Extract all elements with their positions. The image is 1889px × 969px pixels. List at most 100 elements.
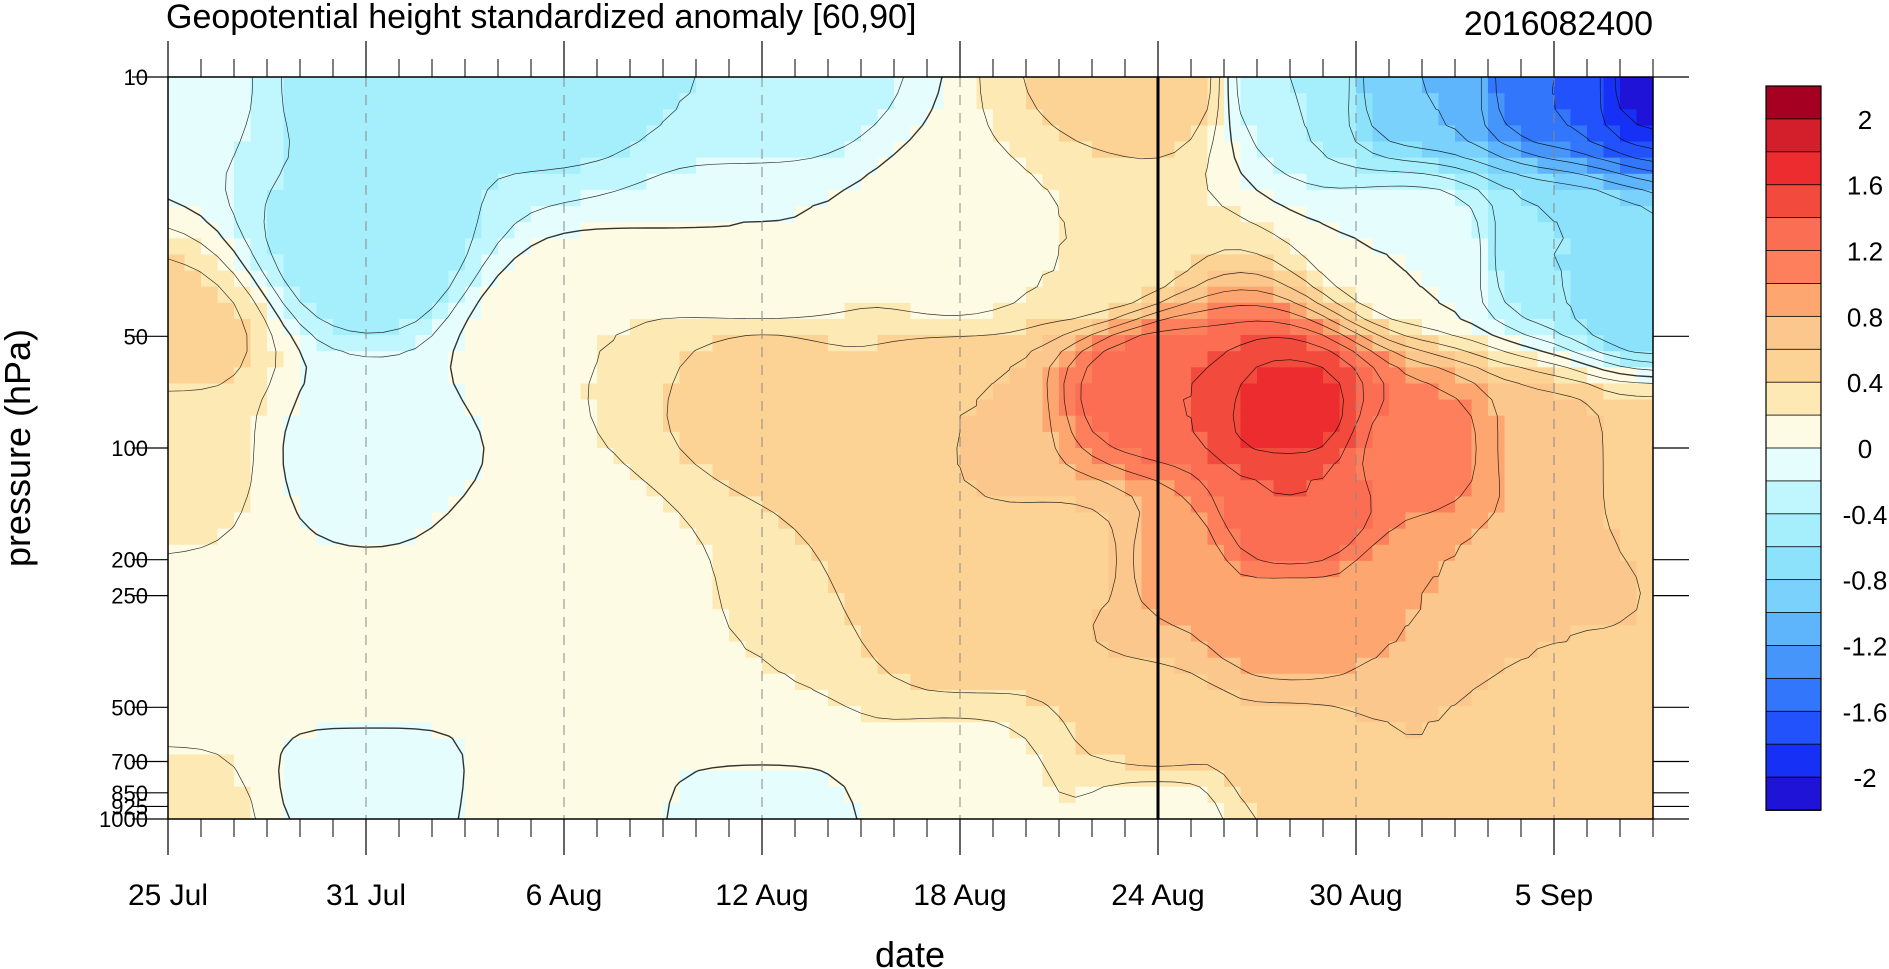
field-cell: [564, 754, 582, 772]
field-cell: [1587, 302, 1605, 320]
field-cell: [448, 464, 466, 481]
field-cell: [1108, 318, 1126, 336]
field-cell: [630, 706, 648, 723]
field-cell: [679, 544, 697, 562]
field-cell: [976, 625, 994, 643]
field-cell: [1273, 496, 1291, 514]
field-cell: [382, 351, 400, 368]
field-cell: [1092, 786, 1110, 804]
field-cell: [267, 609, 285, 627]
contour-line: [1080, 320, 1385, 565]
field-cell: [1422, 399, 1440, 417]
field-cell: [1471, 689, 1489, 707]
field-cell: [1224, 302, 1242, 320]
field-cell: [1273, 318, 1291, 336]
field-cell: [1471, 528, 1489, 546]
field-cell: [861, 786, 879, 804]
field-cell: [448, 206, 466, 223]
field-cell: [1158, 302, 1176, 320]
field-cell: [1257, 738, 1275, 756]
field-cell: [349, 722, 367, 739]
field-cell: [1108, 335, 1126, 352]
field-cell: [184, 335, 202, 352]
field-cell: [1257, 512, 1275, 530]
field-cell: [613, 157, 631, 175]
field-cell: [1273, 770, 1291, 788]
field-cell: [1422, 802, 1440, 819]
field-cell: [1174, 593, 1192, 610]
field-cell: [1075, 722, 1093, 739]
field-cell: [1125, 125, 1143, 143]
field-cell: [300, 609, 318, 627]
field-cell: [481, 480, 499, 497]
field-cell: [184, 560, 202, 578]
field-cell: [432, 318, 450, 336]
field-cell: [1372, 528, 1390, 546]
field-cell: [679, 528, 697, 546]
field-cell: [894, 560, 912, 578]
field-cell: [1455, 544, 1473, 562]
field-cell: [745, 689, 763, 707]
field-cell: [1290, 496, 1308, 514]
field-cell: [1042, 689, 1060, 707]
field-cell: [861, 125, 879, 143]
field-cell: [1488, 351, 1506, 368]
field-cell: [927, 770, 945, 788]
field-cell: [547, 496, 565, 514]
field-cell: [1257, 722, 1275, 739]
field-cell: [910, 464, 928, 481]
x-tick-label: 5 Sep: [1515, 879, 1593, 912]
field-cell: [943, 754, 961, 772]
field-cell: [1356, 560, 1374, 578]
field-cell: [481, 802, 499, 819]
field-cell: [481, 657, 499, 675]
field-cell: [1306, 641, 1324, 659]
field-cell: [399, 206, 417, 223]
field-cell: [234, 689, 252, 707]
field-cell: [795, 770, 813, 788]
field-cell: [399, 641, 417, 659]
field-cell: [1158, 189, 1176, 207]
colorbar-swatch: [1765, 414, 1822, 449]
field-cell: [1389, 77, 1407, 94]
field-cell: [613, 786, 631, 804]
field-cell: [1389, 689, 1407, 707]
field-cell: [910, 238, 928, 256]
field-cell: [1620, 367, 1638, 385]
field-cell: [762, 431, 780, 449]
field-cell: [514, 286, 532, 304]
field-cell: [712, 770, 730, 788]
field-cell: [861, 689, 879, 707]
field-cell: [1554, 173, 1572, 191]
field-cell: [1603, 754, 1621, 772]
field-cell: [1174, 415, 1192, 433]
field-cell: [250, 189, 268, 207]
field-cell: [415, 93, 433, 110]
field-cell: [663, 738, 681, 756]
field-cell: [1207, 302, 1225, 320]
field-cell: [1389, 415, 1407, 433]
field-cell: [1240, 286, 1258, 304]
field-cell: [465, 577, 483, 594]
field-cell: [910, 189, 928, 207]
field-cell: [184, 722, 202, 739]
field-cell: [1488, 464, 1506, 481]
field-cell: [217, 93, 235, 110]
field-cell: [1075, 657, 1093, 675]
field-cell: [1075, 496, 1093, 514]
field-cell: [234, 109, 252, 126]
field-cell: [316, 383, 334, 401]
field-cell: [844, 157, 862, 175]
field-cell: [1042, 722, 1060, 739]
field-cell: [597, 335, 615, 352]
field-cell: [481, 286, 499, 304]
field-cell: [1455, 286, 1473, 304]
field-cell: [564, 125, 582, 143]
field-cell: [630, 496, 648, 514]
field-cell: [316, 77, 334, 94]
field-cell: [1059, 722, 1077, 739]
field-cell: [1372, 318, 1390, 336]
field-cell: [679, 109, 697, 126]
field-cell: [646, 351, 664, 368]
field-cell: [795, 254, 813, 272]
